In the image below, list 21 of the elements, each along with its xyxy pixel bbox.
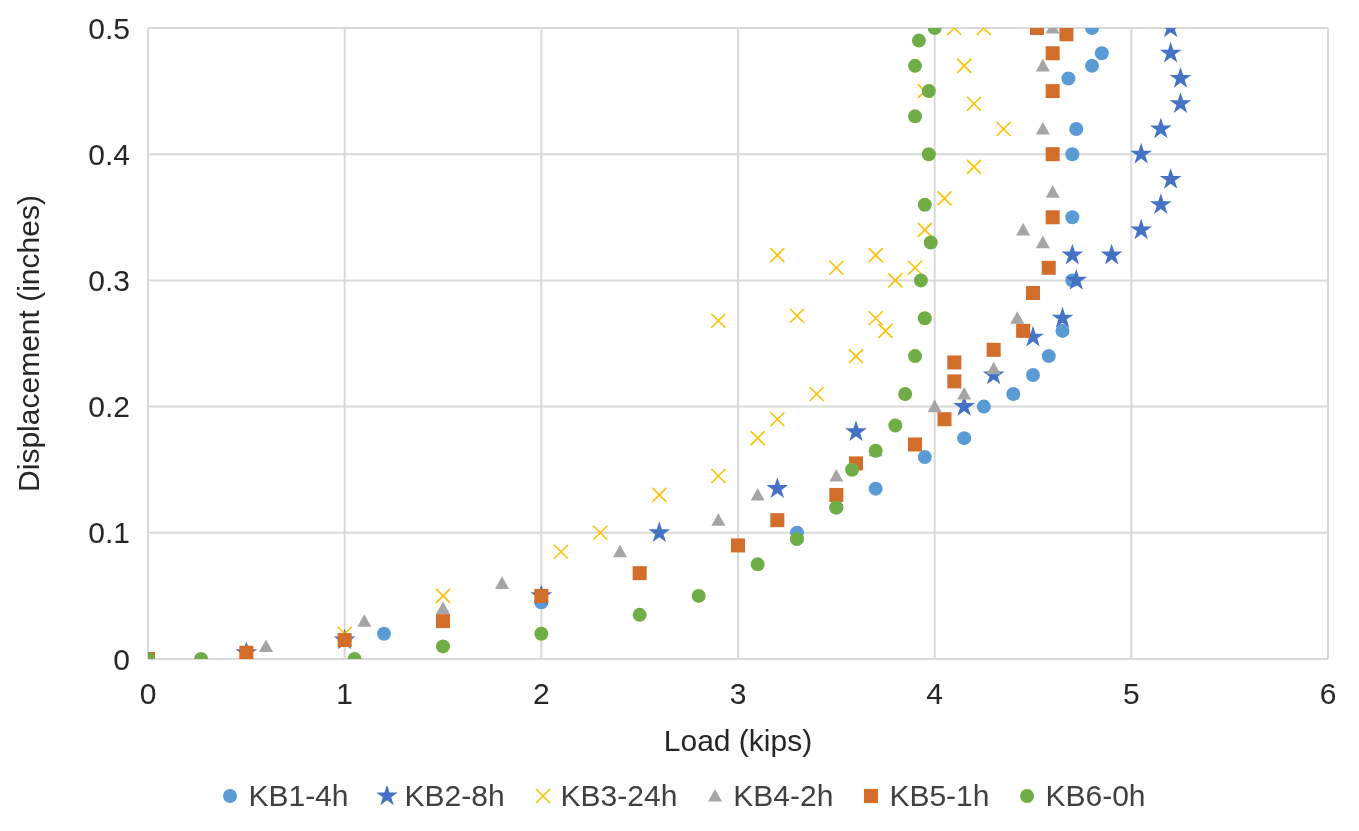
legend-label: KB3-24h xyxy=(560,779,678,813)
legend-label: KB6-0h xyxy=(1045,779,1146,813)
x-tick-label: 0 xyxy=(139,677,157,711)
legend-label: KB5-1h xyxy=(889,779,990,813)
y-tick-label: 0.5 xyxy=(88,11,130,45)
x-tick-label: 6 xyxy=(1319,677,1337,711)
y-tick-label: 0 xyxy=(113,642,130,676)
x-tick-label: 4 xyxy=(926,677,944,711)
y-tick-label: 0.2 xyxy=(88,390,130,424)
legend-label: KB4-2h xyxy=(733,779,834,813)
y-tick-label: 0.1 xyxy=(88,516,130,550)
x-tick-label: 2 xyxy=(532,677,550,711)
y-tick-label: 0.4 xyxy=(88,137,130,171)
y-tick-label: 0.3 xyxy=(88,264,130,298)
legend-label: KB1-4h xyxy=(248,779,349,813)
legend-label: KB2-8h xyxy=(404,779,505,813)
x-tick-label: 3 xyxy=(729,677,747,711)
x-tick-label: 1 xyxy=(336,677,354,711)
x-axis-title: Load (kips) xyxy=(663,724,813,757)
x-tick-label: 5 xyxy=(1122,677,1140,711)
y-axis-title: Displacement (inches) xyxy=(11,195,45,492)
